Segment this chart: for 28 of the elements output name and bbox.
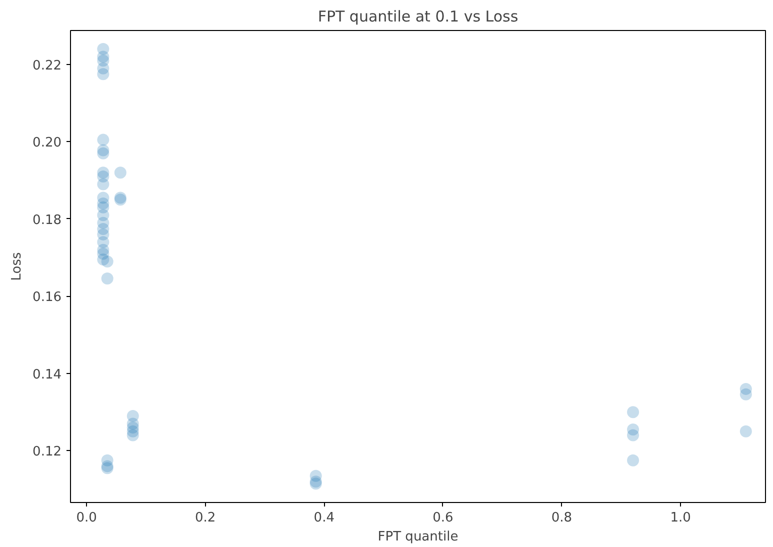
x-tick-label: 0.6 bbox=[432, 510, 454, 526]
point bbox=[97, 178, 110, 190]
y-axis-title: Loss bbox=[10, 252, 25, 281]
point bbox=[627, 406, 640, 418]
point bbox=[114, 166, 126, 179]
point bbox=[97, 68, 110, 80]
point bbox=[97, 134, 110, 146]
x-tick-label: 0.4 bbox=[314, 510, 334, 526]
y-tick-label: 0.20 bbox=[32, 136, 62, 151]
y-tick-label: 0.16 bbox=[32, 290, 62, 306]
x-tick-label: 0.8 bbox=[551, 510, 572, 526]
point bbox=[126, 429, 139, 442]
x-axis-title: FPT quantile bbox=[378, 530, 458, 544]
point bbox=[97, 147, 110, 160]
point bbox=[627, 454, 640, 466]
point bbox=[740, 425, 752, 438]
point bbox=[101, 255, 114, 268]
chart-title: FPT quantile at 0.1 vs Loss bbox=[318, 8, 518, 26]
x-tick-label: 1.0 bbox=[670, 510, 691, 526]
point bbox=[627, 429, 640, 442]
y-tick-label: 0.22 bbox=[32, 58, 62, 74]
y-tick-label: 0.18 bbox=[32, 212, 62, 228]
y-tick-label: 0.14 bbox=[32, 367, 62, 382]
x-tick-label: 0.2 bbox=[195, 510, 216, 526]
point bbox=[740, 388, 752, 400]
point bbox=[101, 272, 114, 284]
y-tick-label: 0.12 bbox=[32, 444, 62, 460]
x-tick-label: 0.0 bbox=[76, 510, 97, 526]
